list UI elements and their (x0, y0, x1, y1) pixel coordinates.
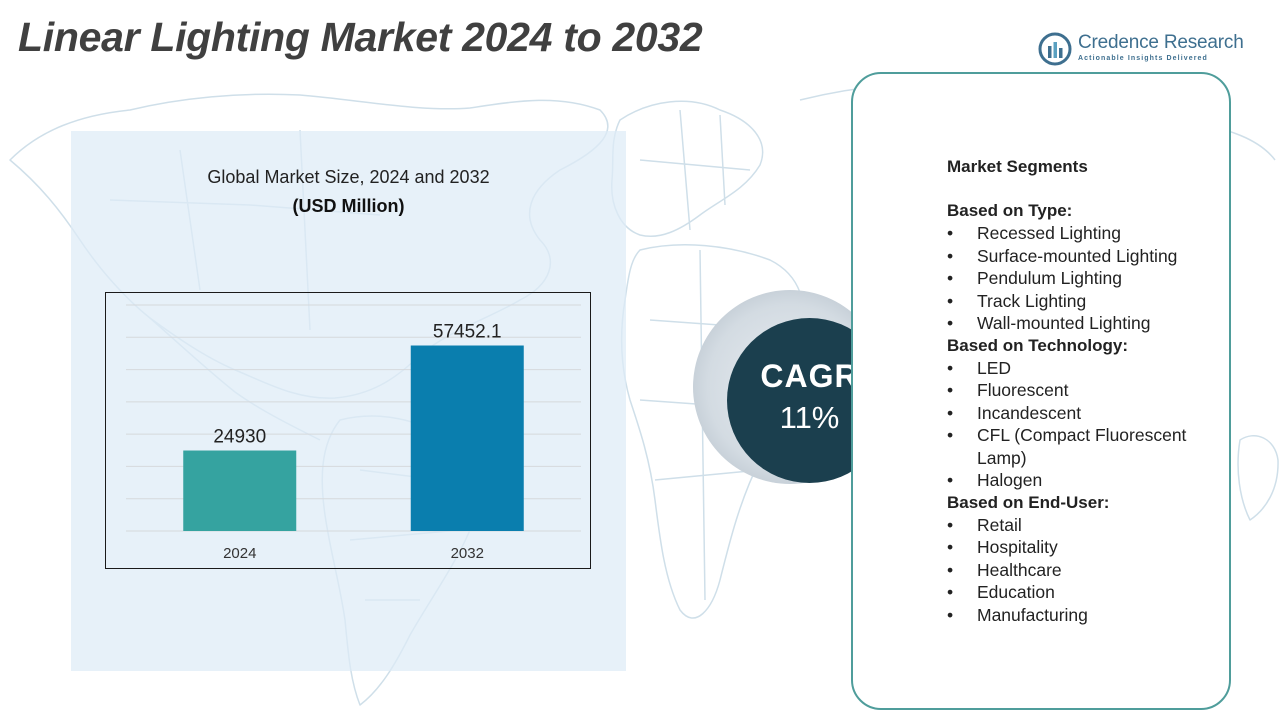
segment-label: Education (977, 582, 1055, 602)
segment-list-item: • Halogen (947, 469, 1237, 492)
segment-list-item: • Education (947, 581, 1237, 604)
segment-group-heading: Based on Type: (947, 201, 1073, 220)
segment-label: Pendulum Lighting (977, 268, 1122, 288)
bar-2032 (410, 345, 524, 531)
bullet-icon: • (947, 245, 954, 266)
segment-group-heading: Based on Technology: (947, 335, 1129, 355)
market-segments-card (851, 72, 1231, 710)
segment-list-item: • Incandescent (947, 402, 1237, 425)
bullet-icon: • (947, 357, 954, 378)
page-title: Linear Lighting Market 2024 to 2032 (18, 14, 703, 60)
data-label: 24930 (213, 427, 266, 448)
segment-label: Manufacturing (977, 604, 1088, 625)
segment-label: Fluorescent (977, 380, 1069, 400)
segment-label: LED (977, 357, 1012, 378)
bullet-icon: • (947, 470, 954, 490)
segment-list-item: • Pendulum Lighting (947, 267, 1237, 290)
x-tick-label: 2024 (223, 545, 256, 562)
bullet-icon: • (947, 537, 954, 557)
market-segments-title: Market Segments (947, 157, 1088, 176)
segment-list-item: • Fluorescent (947, 379, 1237, 402)
segment-label: Recessed Lighting (977, 223, 1121, 243)
bullet-icon: • (947, 313, 954, 333)
segment-label: Track Lighting (977, 290, 1087, 311)
data-label: 57452.1 (433, 322, 502, 343)
bar-2024 (183, 450, 297, 531)
x-tick-label: 2032 (451, 545, 484, 562)
segment-list-item: • Retail (947, 514, 1237, 537)
segment-list-item: • Hospitality (947, 536, 1237, 559)
segment-groups: Based on Type: • Recessed Lighting • Surface… (947, 200, 1237, 626)
segment-list-item: • Manufacturing (947, 604, 1237, 627)
segment-label: Hospitality (977, 537, 1058, 557)
segment-list-item: • Surface-mounted Lighting (947, 245, 1237, 268)
bullet-icon: • (947, 604, 954, 625)
chart-panel: Global Market Size, 2024 and 2032 (USD M… (71, 131, 626, 671)
bar-chart: 24930 2024 57452.1 2032 (105, 292, 591, 569)
bullet-icon: • (947, 380, 954, 400)
segment-label: Wall-mounted Lighting (977, 313, 1151, 333)
segment-label: Surface-mounted Lighting (977, 245, 1178, 266)
credence-research-logo-icon (1038, 32, 1072, 66)
segment-list: • Recessed Lighting • Surface-mounted Light… (947, 222, 1237, 335)
segment-list-item: • Wall-mounted Lighting (947, 312, 1237, 335)
segment-label: Healthcare (977, 559, 1062, 580)
bullet-icon: • (947, 268, 954, 288)
cagr-value: 11% (779, 400, 840, 435)
bullet-icon: • (947, 582, 954, 602)
segment-label: Halogen (977, 470, 1043, 490)
bullet-icon: • (947, 514, 954, 535)
bullet-icon: • (947, 223, 954, 243)
segment-list-item: • CFL (Compact Fluorescent Lamp) (947, 424, 1237, 469)
chart-units-label: (USD Million) (292, 196, 405, 216)
brand-tagline: Actionable Insights Delivered (1078, 55, 1208, 62)
chart-heading: Global Market Size, 2024 and 2032 (207, 167, 490, 187)
brand-logo-block: Credence Research Actionable Insights De… (1038, 30, 1252, 70)
bullet-icon: • (947, 559, 954, 580)
bullet-icon: • (947, 425, 954, 445)
segment-list-item: • LED (947, 357, 1237, 380)
bullet-icon: • (947, 402, 954, 423)
segment-list-item: • Track Lighting (947, 290, 1237, 313)
segment-list-item: • Recessed Lighting (947, 222, 1237, 245)
segment-list: • LED • Fluorescent • Incandescent • CFL (Compa… (947, 357, 1237, 492)
segment-list-item: • Healthcare (947, 559, 1237, 582)
segment-group-heading: Based on End-User: (947, 492, 1110, 512)
market-segments-content: Market Segments Based on Type: • Recessed … (947, 156, 1237, 626)
segment-label: CFL (Compact Fluorescent Lamp) (977, 425, 1187, 468)
bar-chart-svg: 24930 2024 57452.1 2032 (126, 304, 581, 562)
brand-name: Credence Research (1078, 32, 1244, 53)
bullet-icon: • (947, 290, 954, 311)
segment-label: Incandescent (977, 402, 1082, 423)
segment-list: • Retail • Hospitality • Healthcare • Education… (947, 514, 1237, 627)
segment-label: Retail (977, 514, 1022, 535)
cagr-label: CAGR (760, 358, 859, 394)
